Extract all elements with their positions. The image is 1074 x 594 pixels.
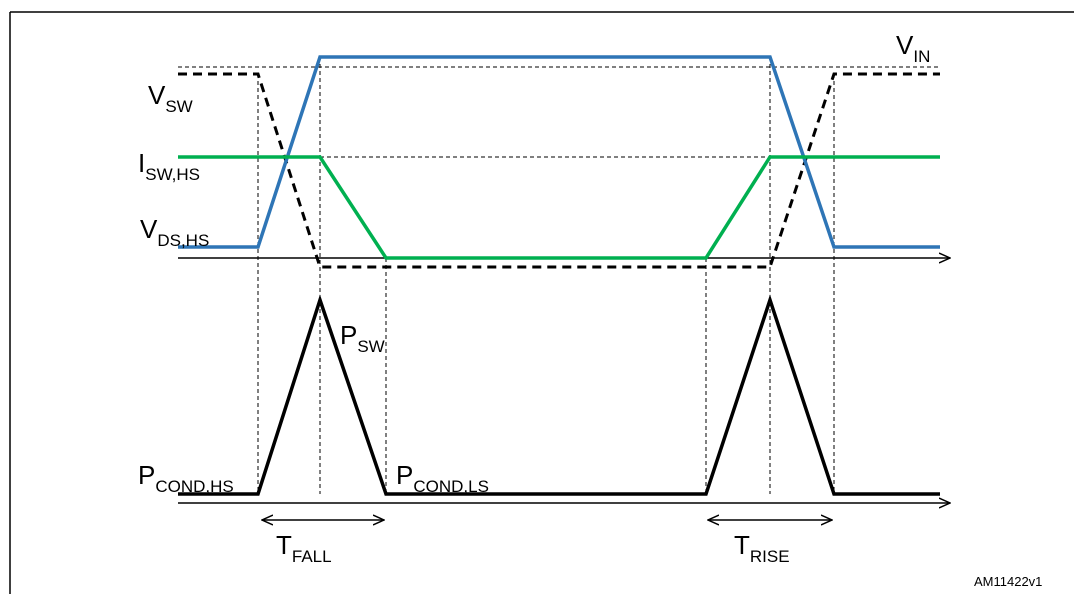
label-t-fall: TFALL — [276, 530, 332, 566]
label-p-sw: PSW — [340, 320, 385, 356]
label-v-in: VIN — [896, 30, 930, 66]
label-t-rise: TRISE — [734, 530, 790, 566]
i-sw-hs-waveform — [178, 155, 940, 260]
v-sw-waveform — [178, 72, 940, 269]
label-p-cond-ls: PCOND,LS — [396, 460, 489, 496]
label-p-cond-hs: PCOND,HS — [138, 460, 234, 496]
figure-reference: AM11422v1 — [974, 574, 1042, 589]
p-sw-waveform — [178, 294, 940, 496]
guide-lines — [178, 57, 938, 494]
label-i-sw-hs: ISW,HS — [138, 148, 200, 184]
label-v-sw: VSW — [148, 80, 193, 116]
v-ds-hs-waveform — [178, 55, 940, 249]
label-v-ds-hs: VDS,HS — [140, 214, 209, 250]
